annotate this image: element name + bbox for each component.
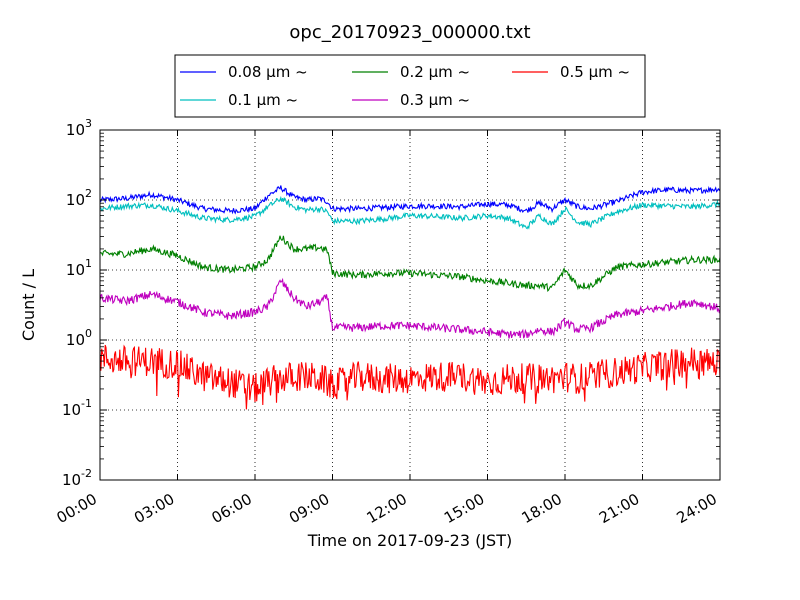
legend-frame [174, 54, 646, 118]
legend-entry: 0.1 µm ~ [228, 91, 298, 109]
legend-entry: 0.5 µm ~ [560, 63, 630, 81]
y-axis: 10-2 10-1 100 101 102 103 [62, 117, 720, 489]
x-axis: 00:00 03:00 06:00 09:00 12:00 15:00 18:00 21:00… [54, 130, 721, 527]
x-tick-label: 15:00 [441, 490, 487, 527]
x-tick-label: 12:00 [364, 490, 410, 527]
x-tick-label: 24:00 [674, 490, 720, 527]
y-tick-label: 10-2 [62, 467, 92, 489]
x-tick-label: 00:00 [54, 490, 100, 527]
series-line-1 [99, 185, 721, 215]
x-tick-label: 09:00 [286, 490, 332, 527]
y-tick-label: 100 [66, 327, 92, 349]
x-tick-label: 18:00 [519, 490, 565, 527]
series-line-2 [99, 195, 721, 230]
x-tick-label: 21:00 [596, 490, 642, 527]
legend-entry: 0.2 µm ~ [400, 63, 470, 81]
legend: 0.08 µm ~ 0.1 µm ~ 0.2 µm ~ 0.3 µm ~ 0.5 µm … [174, 54, 646, 118]
series-line-4 [99, 277, 721, 339]
y-tick-label: 102 [66, 187, 92, 209]
chart-title: opc_20170923_000000.txt [289, 22, 530, 43]
x-tick-label: 06:00 [209, 490, 255, 527]
y-axis-label: Count / L [19, 269, 38, 341]
legend-entry: 0.08 µm ~ [228, 63, 308, 81]
x-tick-label: 03:00 [131, 490, 177, 527]
x-axis-label: Time on 2017-09-23 (JST) [307, 531, 512, 550]
series-line-3 [99, 235, 721, 292]
series-lines [99, 185, 721, 410]
y-tick-label: 103 [66, 117, 92, 139]
series-line-5 [99, 344, 721, 410]
y-tick-label: 10-1 [62, 397, 92, 419]
y-tick-label: 101 [66, 257, 92, 279]
legend-entry: 0.3 µm ~ [400, 91, 470, 109]
grid [100, 130, 720, 480]
